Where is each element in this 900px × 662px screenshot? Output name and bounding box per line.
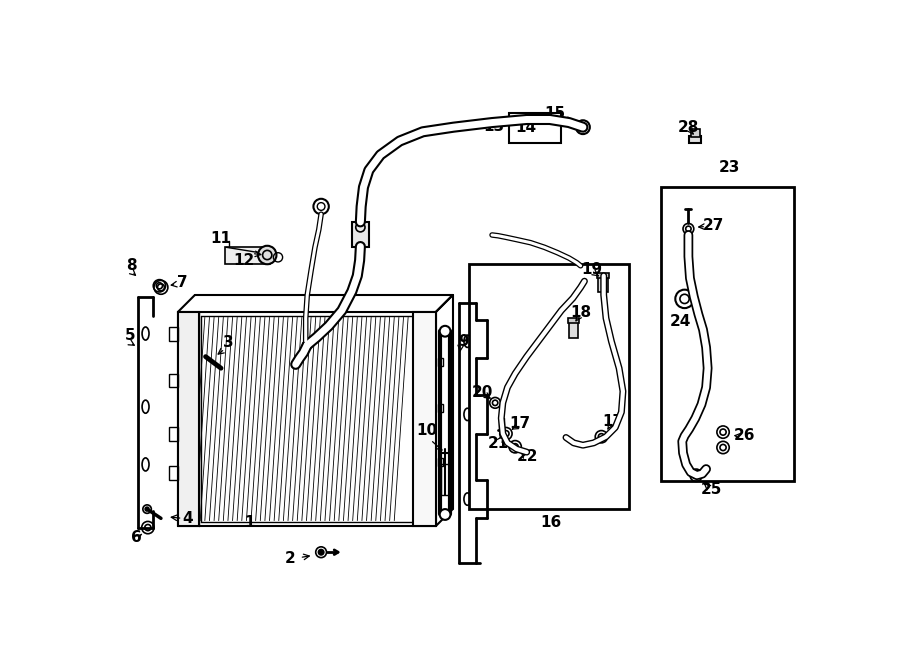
Circle shape [145,507,149,511]
Bar [168,328,178,341]
Bar [569,321,578,338]
Text: 12: 12 [233,253,255,268]
Text: 19: 19 [581,262,603,277]
Text: 1: 1 [244,514,255,530]
Circle shape [319,549,324,555]
Bar [469,264,629,509]
Circle shape [440,509,451,520]
Bar [438,404,443,412]
Circle shape [440,326,451,336]
Bar [597,273,609,278]
Circle shape [258,246,276,264]
Text: 17: 17 [509,416,530,431]
Bar [441,465,449,495]
Bar [352,222,369,246]
Text: 21: 21 [488,436,508,451]
Text: 14: 14 [516,120,536,136]
Text: 9: 9 [458,334,469,349]
Text: 10: 10 [417,423,438,438]
Text: 6: 6 [130,530,141,545]
Text: 22: 22 [517,449,538,464]
Bar [178,312,200,526]
Text: 24: 24 [670,314,691,330]
Text: 15: 15 [544,106,566,121]
Text: 13: 13 [483,119,504,134]
Bar [690,130,700,137]
Text: 28: 28 [678,120,699,134]
Bar [509,113,562,142]
Bar [438,358,443,366]
Text: 7: 7 [177,275,188,290]
Bar [598,277,608,292]
Text: 11: 11 [211,231,231,246]
Text: 3: 3 [223,335,234,350]
Bar [438,458,443,466]
Bar [168,428,178,442]
Text: 27: 27 [703,218,724,233]
Text: 20: 20 [472,385,493,400]
Bar [168,466,178,480]
Bar [568,318,579,323]
Bar [499,418,504,430]
Text: 26: 26 [734,428,755,444]
Bar [662,187,794,481]
Bar [413,312,436,526]
Text: 4: 4 [183,511,194,526]
Text: 25: 25 [701,483,722,497]
Text: 18: 18 [571,305,592,320]
Text: 17: 17 [602,414,624,429]
Bar [689,136,701,144]
Text: 8: 8 [126,258,137,273]
Bar [225,248,269,264]
Text: 2: 2 [285,551,296,566]
Bar [168,373,178,387]
Text: 16: 16 [540,516,562,530]
Text: 5: 5 [125,328,136,344]
Text: 23: 23 [718,160,740,175]
